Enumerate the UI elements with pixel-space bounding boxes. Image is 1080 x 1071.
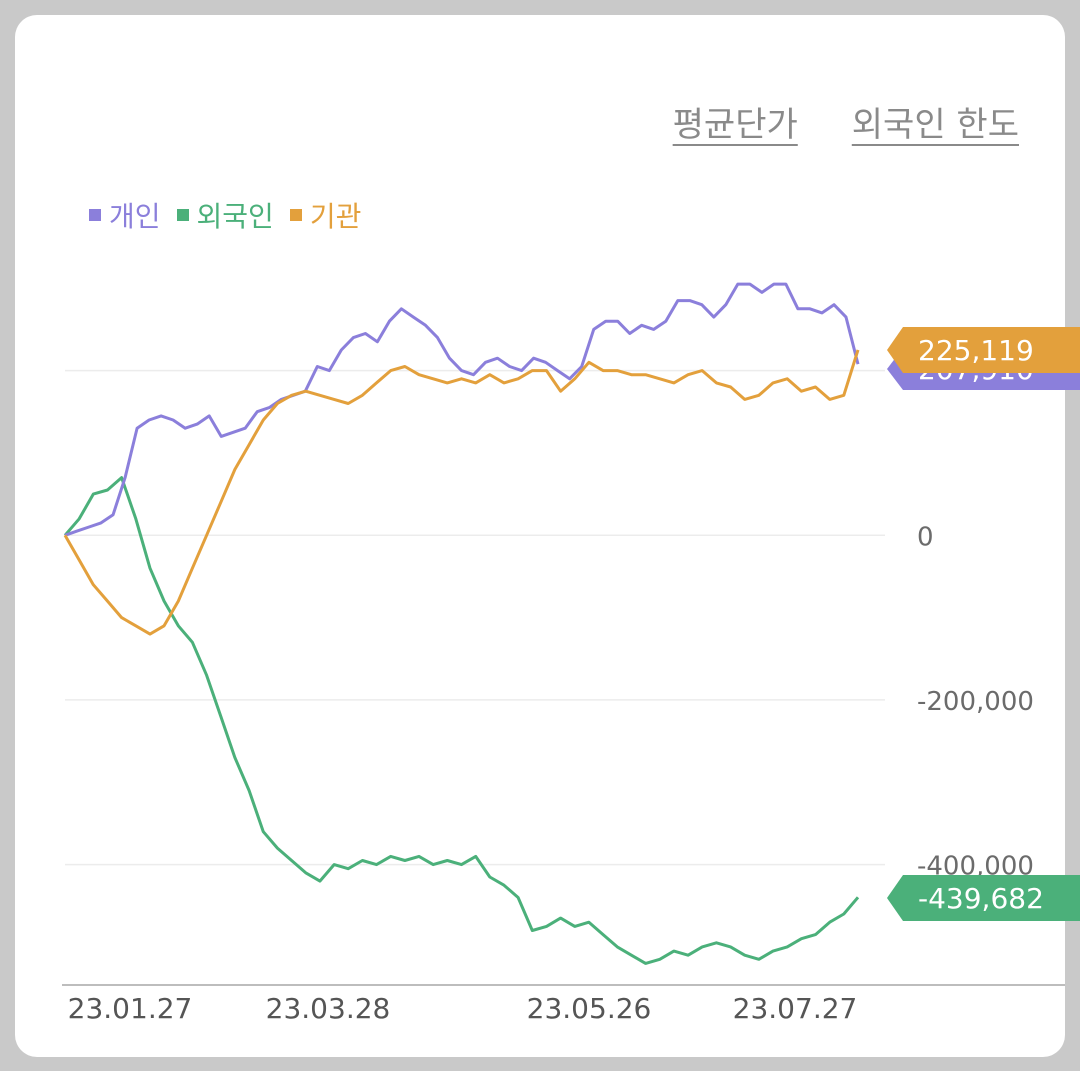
legend-swatch-foreigner [176,209,189,221]
legend-item-institution[interactable]: 기관 [289,195,362,235]
end-tag-institution [887,327,1080,373]
end-tag-foreigner [887,875,1080,921]
legend-item-foreigner[interactable]: 외국인 [176,195,274,235]
x-tick-label-1: 23.03.28 [266,992,391,1025]
y-tick-label-1: -200,000 [917,687,1034,717]
chart-legend: 개인 외국인 기관 [89,195,361,235]
end-tag-institution-label: 225,119 [918,334,1034,367]
end-tag-foreigner-label: -439,682 [918,882,1044,915]
legend-swatch-individual [89,209,101,221]
legend-item-individual[interactable]: 개인 [89,195,161,235]
series-line-individual [64,282,860,537]
series-line-foreigner [63,476,860,965]
legend-swatch-institution [289,209,302,221]
legend-label-institution: 기관 [309,200,362,233]
foreign-limit-link[interactable]: 외국인 한도 [851,105,1019,145]
header-links: 평균단가 외국인 한도 [673,97,1019,146]
legend-label-foreigner: 외국인 [196,200,274,233]
x-tick-label-2: 23.05.26 [527,992,652,1025]
series-line-institution [63,349,860,636]
x-tick-label-3: 23.07.27 [733,992,858,1025]
y-tick-label-0: 0 [917,522,934,552]
average-price-link[interactable]: 평균단가 [672,105,798,145]
x-tick-label-0: 23.01.27 [68,992,193,1025]
legend-label-individual: 개인 [109,200,161,233]
